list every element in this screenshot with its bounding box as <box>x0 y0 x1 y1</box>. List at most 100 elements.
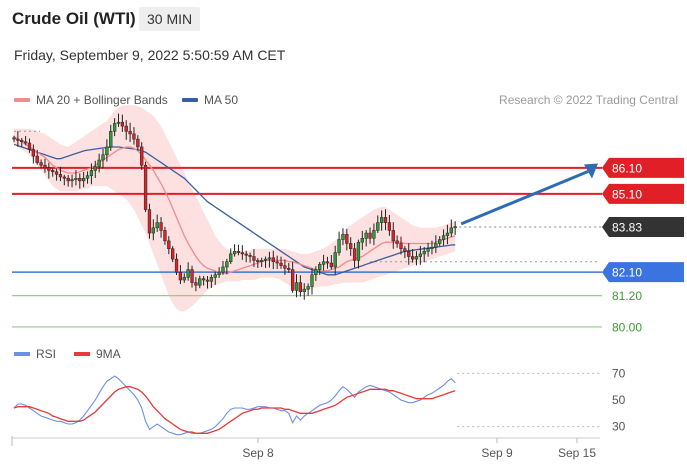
candle-body <box>302 288 306 292</box>
candle-body <box>349 243 353 249</box>
candle-body <box>178 271 183 281</box>
candle-body <box>314 269 318 276</box>
candle-body <box>229 253 233 262</box>
candle-body <box>364 232 368 239</box>
candle-body <box>12 137 16 140</box>
candle-body <box>116 121 121 124</box>
candle-body <box>221 266 225 273</box>
candle-body <box>16 138 20 141</box>
rsi-tick-label-1: 50 <box>612 393 626 407</box>
candle-body <box>198 278 202 286</box>
candle-body <box>205 279 210 282</box>
rsi-swatch-icon <box>14 352 30 356</box>
candle-body <box>380 217 384 223</box>
candle-body <box>120 121 125 127</box>
ma20-line <box>13 135 456 275</box>
candle-body <box>453 226 457 229</box>
candle-body <box>128 131 132 135</box>
legend-rsi: RSI <box>14 347 56 361</box>
candle-body <box>383 217 388 223</box>
candle-body <box>39 162 43 166</box>
candle-body <box>403 248 407 252</box>
candle-body <box>275 261 279 264</box>
candle-body <box>43 164 47 169</box>
ma50-swatch-icon <box>182 98 198 102</box>
candle-body <box>337 239 341 253</box>
legend-rsi-label: RSI <box>36 347 57 361</box>
candle-body <box>294 282 299 291</box>
legend-9ma: 9MA <box>74 347 121 361</box>
candle-body <box>136 138 140 148</box>
candle-body <box>244 253 248 256</box>
candle-body <box>47 167 51 171</box>
candle-body <box>376 222 380 231</box>
level-tag-3 <box>602 262 684 283</box>
candle-body <box>232 251 237 255</box>
chart-header: Crude Oil (WTI) 30 MIN <box>0 0 687 38</box>
legend-ma50: MA 50 <box>182 93 238 107</box>
candle-body <box>407 251 411 257</box>
rsi-tick-label-0: 70 <box>612 366 626 380</box>
legend-ma50-label: MA 50 <box>204 93 239 107</box>
candle-body <box>213 274 217 278</box>
candle-body <box>51 170 55 172</box>
timeframe-badge[interactable]: 30 MIN <box>139 7 201 31</box>
candle-body <box>155 222 159 229</box>
candle-body <box>318 264 322 270</box>
candle-body <box>252 256 256 261</box>
candle-body <box>387 222 392 231</box>
candle-body <box>209 277 214 282</box>
candle-body <box>290 269 295 291</box>
candle-body <box>109 131 113 148</box>
candle-body <box>356 241 361 261</box>
level-label-2: 83.83 <box>612 221 642 235</box>
candle-body <box>236 251 241 253</box>
candle-body <box>186 269 190 278</box>
forecast-arrow-head-icon <box>584 163 598 179</box>
candle-body <box>23 141 28 144</box>
candle-body <box>159 222 163 231</box>
candle-body <box>395 240 399 244</box>
candle-body <box>368 232 372 239</box>
candle-body <box>372 230 376 239</box>
candle-body <box>283 265 287 269</box>
candle-body <box>27 142 32 150</box>
candle-body <box>248 254 252 257</box>
candle-body <box>325 261 330 264</box>
candle-body <box>101 154 105 161</box>
candle-body <box>85 175 90 179</box>
candle-body <box>217 271 221 276</box>
candle-body <box>333 252 337 268</box>
candle-body <box>434 243 438 248</box>
time-tick-label-1: Sep 9 <box>481 446 513 460</box>
candle-body <box>279 262 283 266</box>
candle-body <box>298 282 303 292</box>
level-label-0: 86.10 <box>612 161 642 175</box>
candle-body <box>345 234 349 244</box>
candle-body <box>167 240 171 249</box>
time-tick-label-0: Sep 8 <box>242 446 274 460</box>
candle-body <box>263 258 268 261</box>
level-tag-1 <box>602 183 684 204</box>
candle-body <box>410 256 415 260</box>
rsi-ma9-line <box>13 386 456 434</box>
candle-body <box>140 146 144 166</box>
ma9-swatch-icon <box>74 352 90 356</box>
candle-body <box>441 235 446 240</box>
candle-body <box>360 238 364 243</box>
candle-body <box>430 247 434 249</box>
instrument-title: Crude Oil (WTI) <box>12 9 136 28</box>
candle-body <box>147 209 152 234</box>
candle-body <box>287 268 291 270</box>
candle-body <box>391 230 395 242</box>
candle-body <box>163 230 167 242</box>
candle-body <box>174 258 179 273</box>
candle-body <box>97 159 101 167</box>
candle-body <box>132 133 136 140</box>
time-tick-label-2: Sep 15 <box>558 446 596 460</box>
level-tag-0 <box>602 157 684 178</box>
candle-body <box>341 234 345 240</box>
candle-body <box>190 269 194 283</box>
candle-body <box>418 253 423 257</box>
candle-body <box>399 243 403 249</box>
